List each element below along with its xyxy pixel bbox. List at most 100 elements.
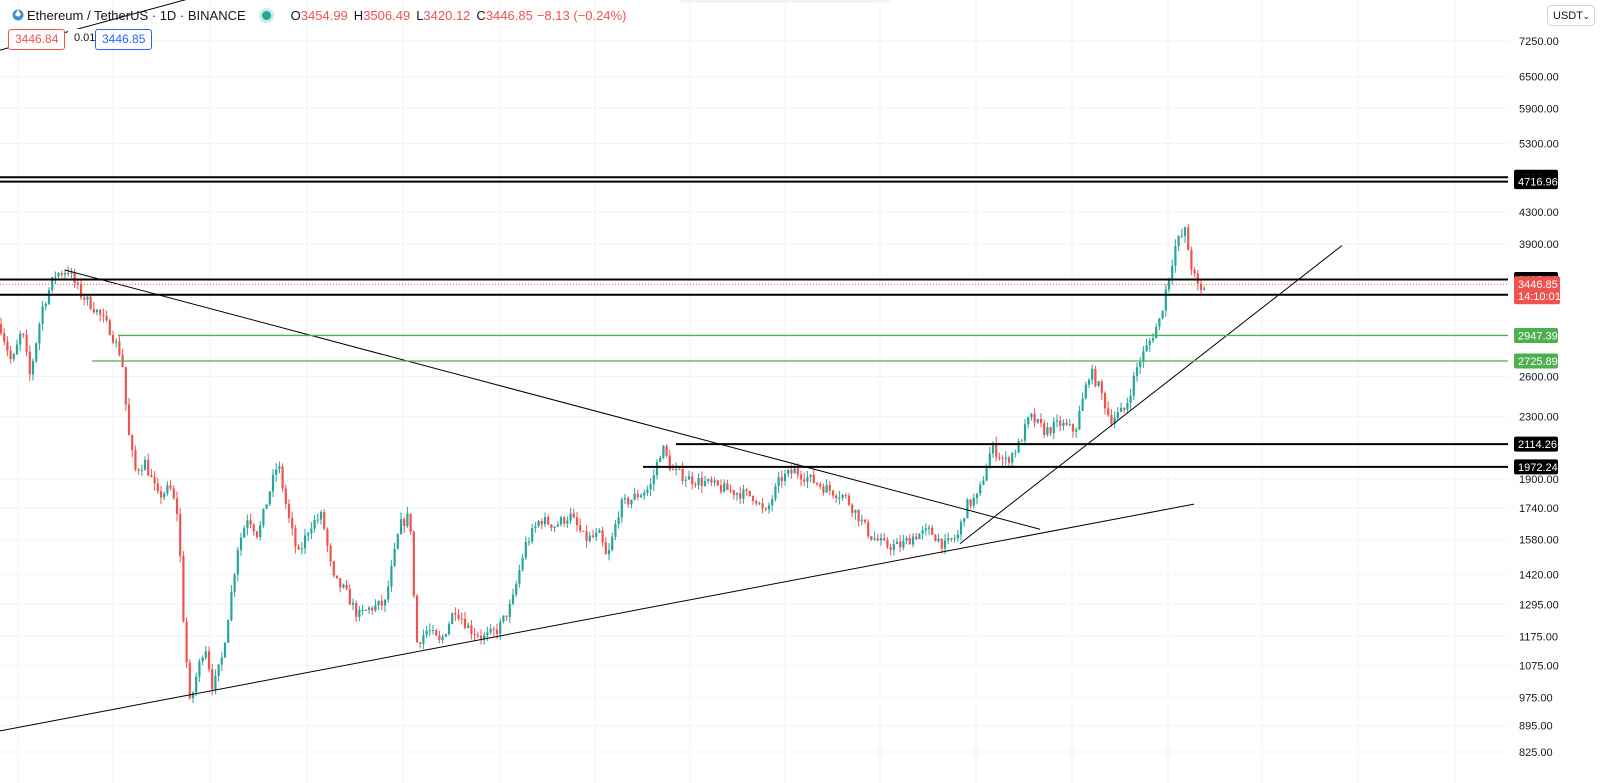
last-price-tag [1514, 276, 1560, 305]
buy-price-button[interactable]: 3446.85 [95, 29, 153, 50]
open-label: O [290, 7, 301, 23]
candle-body [879, 538, 883, 541]
candle-body [1081, 398, 1084, 411]
candle-body [604, 542, 607, 555]
candle-body [332, 561, 335, 576]
candle-body [268, 491, 271, 505]
candle-body [38, 324, 41, 344]
candle-body [387, 586, 390, 600]
currency-value: USDT [1553, 10, 1583, 22]
candle-body [140, 470, 143, 472]
candle-body [947, 538, 950, 541]
candle-body [761, 503, 764, 509]
candle-body [1174, 245, 1177, 266]
candle-body [905, 538, 908, 541]
price-tick-label: 5300.00 [1519, 138, 1559, 150]
candle-body [931, 527, 934, 535]
candle-body [76, 282, 79, 285]
candle-body [867, 522, 870, 537]
candle-body [374, 605, 377, 611]
candle-body [476, 634, 479, 636]
currency-select[interactable]: USDT ⌄ [1547, 5, 1595, 26]
price-tick-label: 1295.00 [1519, 599, 1559, 611]
bar-countdown-label: 14:10:01 [1518, 291, 1561, 303]
candle-body [323, 512, 326, 529]
change-value: −8.13 (−0.24%) [536, 7, 627, 23]
candle-body [601, 530, 604, 543]
candle-body [915, 536, 918, 539]
trendline[interactable] [0, 503, 1195, 732]
candle-body [425, 630, 428, 636]
candle-body [1091, 368, 1094, 380]
candle-body [588, 535, 591, 542]
candle-body [19, 333, 22, 345]
candle-body [361, 609, 364, 611]
candle-body [47, 290, 51, 304]
candle-body [758, 503, 761, 505]
candle-body [457, 614, 460, 619]
candle-body [956, 534, 959, 539]
candle-body [342, 584, 345, 588]
candle-body [383, 599, 387, 606]
candle-body [838, 497, 841, 499]
candle-body [652, 475, 655, 485]
candle-body [473, 633, 476, 635]
candle-body [713, 480, 716, 483]
symbol-title[interactable]: Ethereum / TetherUS · 1D · BINANCE [27, 7, 246, 23]
candle-body [489, 628, 492, 633]
candle-body [291, 517, 294, 529]
candle-body [211, 669, 214, 690]
candle-body [799, 474, 803, 480]
candle-body [102, 314, 105, 317]
candlestick-series [0, 223, 1206, 704]
candle-body [934, 534, 937, 542]
candle-body [767, 505, 771, 510]
candle-body [876, 538, 879, 541]
candle-body [556, 524, 559, 527]
candle-body [355, 602, 358, 617]
candle-body [1094, 368, 1097, 386]
candle-body [953, 538, 956, 540]
candle-body [563, 517, 566, 524]
candle-body [739, 493, 742, 499]
trendline[interactable] [959, 245, 1343, 544]
trendline[interactable] [0, 0, 578, 51]
candle-body [1023, 424, 1027, 441]
candle-body [908, 538, 911, 545]
candle-body [243, 528, 246, 538]
candle-body [751, 495, 755, 502]
candle-body [3, 333, 6, 342]
candle-body [83, 297, 86, 300]
candle-body [524, 541, 527, 558]
candle-body [1129, 395, 1132, 403]
market-status-icon[interactable] [261, 10, 271, 20]
sell-price-button[interactable]: 3446.84 [8, 29, 66, 50]
candle-body [15, 344, 19, 355]
candle-body [0, 324, 3, 334]
candle-body [271, 474, 275, 492]
candle-body [364, 609, 367, 611]
candle-body [73, 272, 76, 283]
candle-body [889, 547, 892, 550]
candle-body [543, 517, 547, 525]
candle-body [803, 479, 806, 482]
candle-body [259, 525, 262, 538]
candle-body [809, 474, 812, 478]
candle-body [115, 341, 118, 343]
close-value: 3446.85 [485, 7, 533, 23]
candle-body [179, 514, 182, 556]
trendline[interactable] [64, 269, 1041, 530]
level-price-label: 2725.89 [1518, 356, 1558, 368]
candle-body [611, 536, 614, 551]
candle-body [1078, 410, 1081, 430]
candle-body [431, 629, 435, 631]
price-tick-label: 825.00 [1519, 747, 1553, 759]
candle-body [86, 296, 89, 300]
candle-body [499, 621, 502, 634]
horizontal-levels [0, 176, 1508, 468]
candle-body [1145, 345, 1148, 352]
candle-body [796, 468, 799, 475]
candle-body [60, 273, 63, 275]
candle-body [940, 538, 943, 549]
